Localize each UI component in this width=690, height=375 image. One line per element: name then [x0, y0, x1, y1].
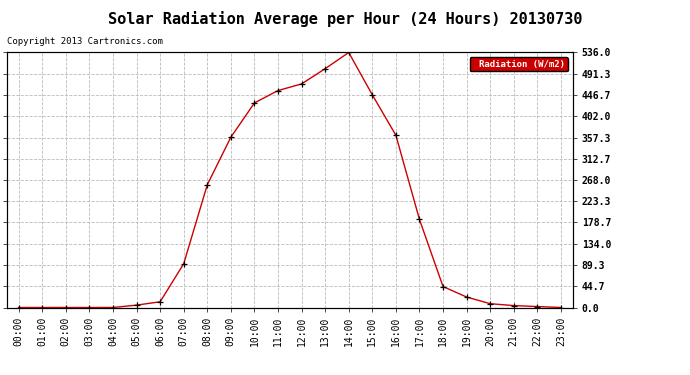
Text: Copyright 2013 Cartronics.com: Copyright 2013 Cartronics.com	[7, 38, 163, 46]
Text: Solar Radiation Average per Hour (24 Hours) 20130730: Solar Radiation Average per Hour (24 Hou…	[108, 11, 582, 27]
Legend: Radiation (W/m2): Radiation (W/m2)	[470, 57, 568, 71]
